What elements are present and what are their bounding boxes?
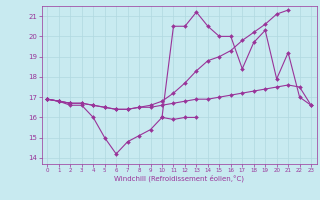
X-axis label: Windchill (Refroidissement éolien,°C): Windchill (Refroidissement éolien,°C)	[114, 175, 244, 182]
